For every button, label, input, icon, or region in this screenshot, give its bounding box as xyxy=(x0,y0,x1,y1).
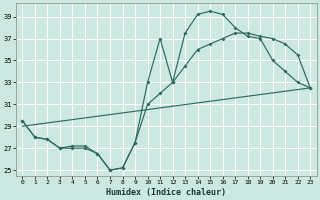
X-axis label: Humidex (Indice chaleur): Humidex (Indice chaleur) xyxy=(106,188,226,197)
